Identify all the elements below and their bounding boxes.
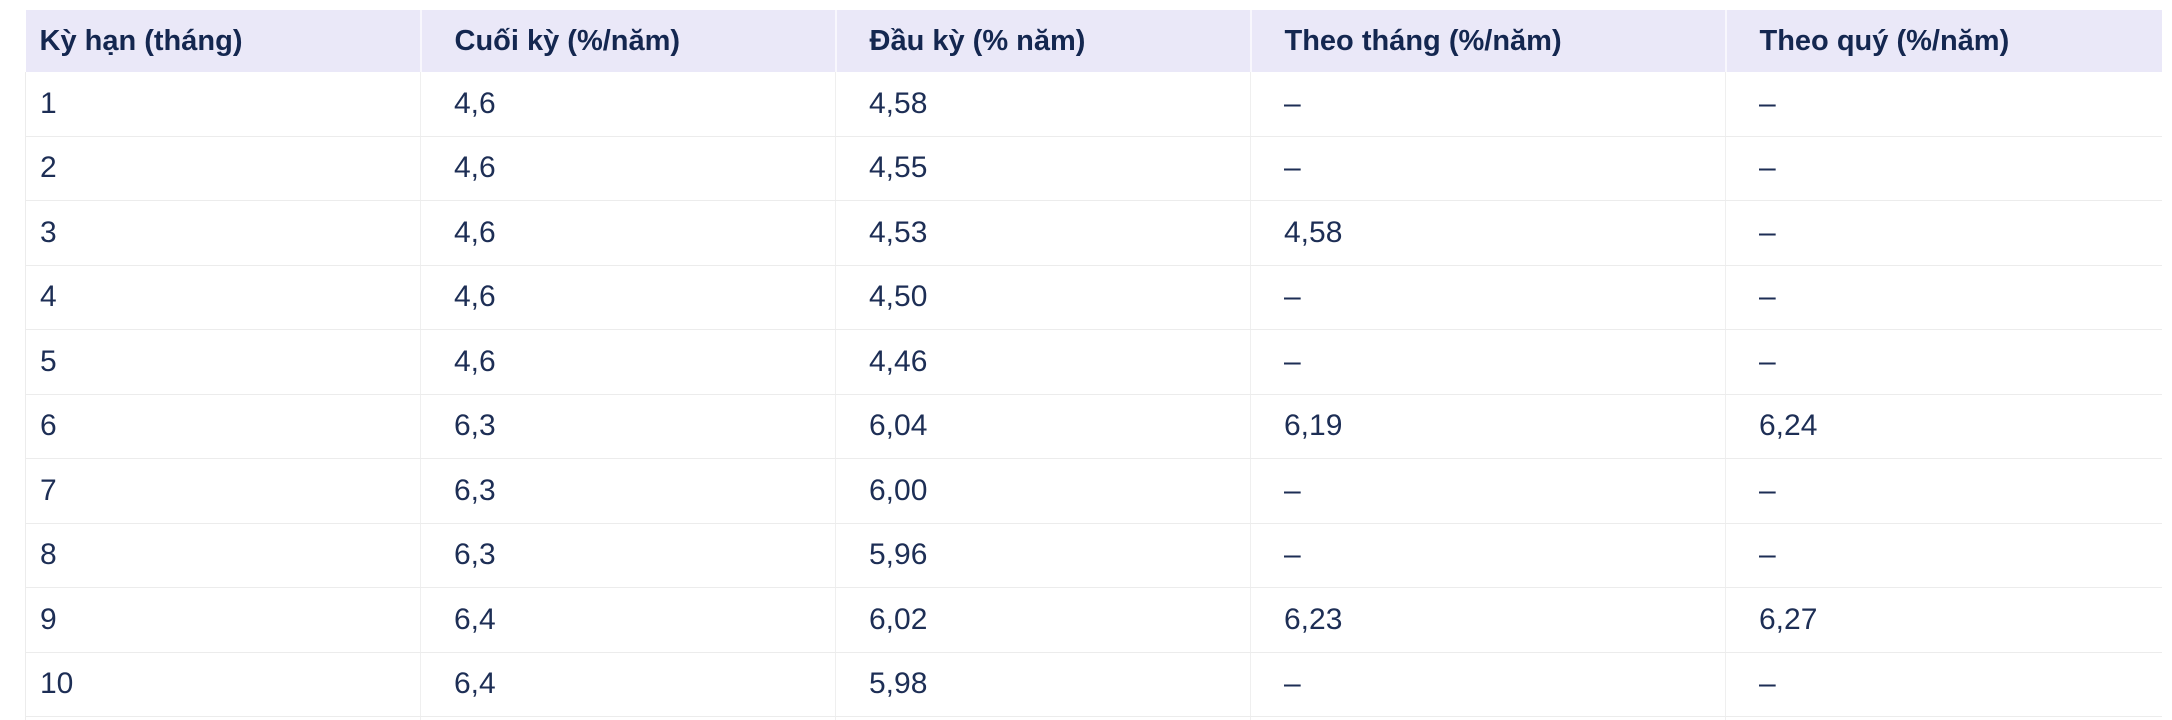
cell-end-of-term: 6,4	[420, 587, 836, 653]
cell-term	[25, 716, 421, 720]
cell-quarterly	[1725, 716, 2162, 720]
cell-start-of-term: 4,46	[835, 329, 1251, 395]
cell-start-of-term: 4,58	[835, 72, 1251, 137]
cell-monthly: 6,23	[1250, 587, 1726, 653]
cell-quarterly: 6,27	[1725, 587, 2162, 653]
cell-end-of-term: 4,6	[420, 329, 836, 395]
cell-end-of-term	[420, 716, 836, 720]
cell-start-of-term: 4,55	[835, 136, 1251, 201]
cell-monthly: –	[1250, 458, 1726, 524]
cell-term: 10	[25, 652, 421, 717]
table-row: 8 6,3 5,96 – –	[25, 523, 2162, 588]
cell-quarterly: –	[1725, 200, 2162, 266]
table-row: 7 6,3 6,00 – –	[25, 458, 2162, 524]
cell-term: 6	[25, 394, 421, 459]
table-header: Kỳ hạn (tháng) Cuối kỳ (%/năm) Đầu kỳ (%…	[25, 10, 2162, 72]
cell-monthly: 4,58	[1250, 200, 1726, 266]
cell-monthly: –	[1250, 265, 1726, 330]
col-header-quarterly-rate: Theo quý (%/năm)	[1724, 10, 2162, 72]
table-row: 5 4,6 4,46 – –	[25, 329, 2162, 395]
cell-start-of-term	[835, 716, 1251, 720]
cell-term: 9	[25, 587, 421, 653]
cell-monthly: –	[1250, 329, 1726, 395]
cell-start-of-term: 4,50	[835, 265, 1251, 330]
cell-monthly: –	[1250, 136, 1726, 201]
cell-term: 3	[25, 200, 421, 266]
cell-quarterly: –	[1725, 72, 2162, 137]
cell-quarterly: –	[1725, 136, 2162, 201]
cell-monthly: –	[1250, 523, 1726, 588]
cell-term: 8	[25, 523, 421, 588]
cell-end-of-term: 4,6	[420, 136, 836, 201]
interest-rates-table-container: Kỳ hạn (tháng) Cuối kỳ (%/năm) Đầu kỳ (%…	[25, 10, 2162, 720]
cell-end-of-term: 4,6	[420, 200, 836, 266]
table-row: 3 4,6 4,53 4,58 –	[25, 200, 2162, 266]
col-header-term-months: Kỳ hạn (tháng)	[25, 10, 421, 72]
cell-monthly: –	[1250, 72, 1726, 137]
cell-monthly: 6,19	[1250, 394, 1726, 459]
cell-end-of-term: 6,3	[420, 458, 836, 524]
cell-term: 2	[25, 136, 421, 201]
table-row-partially-visible	[25, 716, 2162, 720]
col-header-end-of-term-rate: Cuối kỳ (%/năm)	[419, 10, 836, 72]
table-row: 1 4,6 4,58 – –	[25, 72, 2162, 137]
cell-quarterly: –	[1725, 329, 2162, 395]
cell-term: 1	[25, 72, 421, 137]
table-header-row: Kỳ hạn (tháng) Cuối kỳ (%/năm) Đầu kỳ (%…	[25, 10, 2162, 72]
cell-quarterly: –	[1725, 652, 2162, 717]
cell-end-of-term: 6,3	[420, 523, 836, 588]
cell-quarterly: –	[1725, 523, 2162, 588]
cell-end-of-term: 6,3	[420, 394, 836, 459]
col-header-monthly-rate: Theo tháng (%/năm)	[1249, 10, 1726, 72]
interest-rates-table: Kỳ hạn (tháng) Cuối kỳ (%/năm) Đầu kỳ (%…	[25, 10, 2162, 720]
table-row: 6 6,3 6,04 6,19 6,24	[25, 394, 2162, 459]
col-header-start-of-term-rate: Đầu kỳ (% năm)	[834, 10, 1251, 72]
table-row: 4 4,6 4,50 – –	[25, 265, 2162, 330]
cell-end-of-term: 4,6	[420, 265, 836, 330]
cell-start-of-term: 5,96	[835, 523, 1251, 588]
cell-quarterly: –	[1725, 458, 2162, 524]
cell-term: 5	[25, 329, 421, 395]
cell-start-of-term: 6,02	[835, 587, 1251, 653]
cell-start-of-term: 6,00	[835, 458, 1251, 524]
cell-start-of-term: 6,04	[835, 394, 1251, 459]
cell-end-of-term: 6,4	[420, 652, 836, 717]
cell-end-of-term: 4,6	[420, 72, 836, 137]
cell-quarterly: 6,24	[1725, 394, 2162, 459]
table-row: 2 4,6 4,55 – –	[25, 136, 2162, 201]
cell-term: 7	[25, 458, 421, 524]
table-row: 10 6,4 5,98 – –	[25, 652, 2162, 717]
cell-monthly	[1250, 716, 1726, 720]
cell-monthly: –	[1250, 652, 1726, 717]
cell-term: 4	[25, 265, 421, 330]
cell-quarterly: –	[1725, 265, 2162, 330]
cell-start-of-term: 5,98	[835, 652, 1251, 717]
table-body: 1 4,6 4,58 – – 2 4,6 4,55 – – 3 4,6 4,53…	[25, 72, 2162, 720]
table-row: 9 6,4 6,02 6,23 6,27	[25, 587, 2162, 653]
cell-start-of-term: 4,53	[835, 200, 1251, 266]
